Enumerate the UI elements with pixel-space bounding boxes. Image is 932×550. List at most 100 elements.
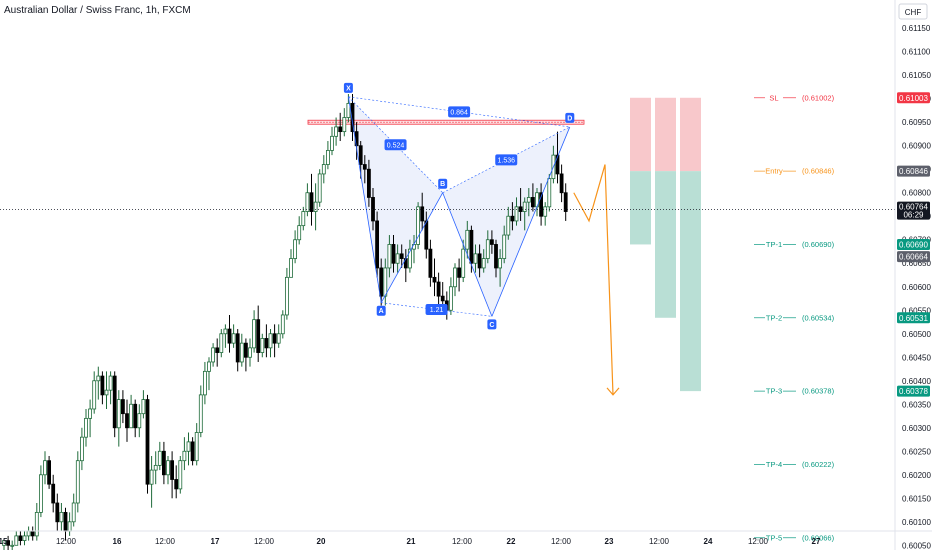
candle-body[interactable] xyxy=(416,206,421,245)
candle-body[interactable] xyxy=(170,460,175,480)
level-tp-1[interactable]: TP-1 (0.60690) xyxy=(754,240,835,249)
candle-body[interactable] xyxy=(465,229,470,250)
candle-body[interactable] xyxy=(264,338,269,349)
level-tp-3[interactable]: TP-3 (0.60378) xyxy=(754,387,835,396)
candle-body[interactable] xyxy=(223,328,228,335)
candle-body[interactable] xyxy=(453,267,457,288)
candle-body[interactable] xyxy=(129,403,134,429)
candle-body[interactable] xyxy=(510,215,515,222)
candle-body[interactable] xyxy=(260,338,265,353)
pattern-point-badge[interactable] xyxy=(565,112,575,123)
candle-body[interactable] xyxy=(457,267,462,278)
candle-body[interactable] xyxy=(84,417,88,438)
candle-body[interactable] xyxy=(485,239,490,259)
candle-body[interactable] xyxy=(391,244,396,264)
level-tp-4[interactable]: TP-4 (0.60222) xyxy=(754,460,835,469)
candle-body[interactable] xyxy=(202,370,207,396)
level-tp-5[interactable]: TP-5 (0.60066) xyxy=(754,533,835,542)
candle-body[interactable] xyxy=(547,178,552,208)
candle-body[interactable] xyxy=(96,375,101,382)
candle-body[interactable] xyxy=(145,399,150,485)
candle-body[interactable] xyxy=(63,511,68,532)
level-sl[interactable]: SL (0.61002) xyxy=(754,93,835,102)
candle-body[interactable] xyxy=(317,173,322,203)
candle-body[interactable] xyxy=(51,483,56,504)
candle-body[interactable] xyxy=(239,342,244,363)
currency-box[interactable]: CHF xyxy=(898,3,928,20)
candle-body[interactable] xyxy=(362,164,367,170)
candle-body[interactable] xyxy=(395,253,400,264)
candle-body[interactable] xyxy=(293,239,298,259)
candle-body[interactable] xyxy=(407,248,412,269)
pattern-point-badge[interactable] xyxy=(487,319,497,330)
candle-body[interactable] xyxy=(338,126,343,133)
candle-body[interactable] xyxy=(428,248,433,278)
candle-body[interactable] xyxy=(334,126,339,137)
pattern-point-badge[interactable] xyxy=(343,82,353,93)
pattern-point-badge[interactable] xyxy=(438,178,448,189)
candle-body[interactable] xyxy=(477,253,482,269)
candle-body[interactable] xyxy=(276,333,281,344)
candle-body[interactable] xyxy=(80,436,84,462)
candle-body[interactable] xyxy=(75,460,80,504)
candle-body[interactable] xyxy=(342,117,347,133)
candle-body[interactable] xyxy=(59,511,64,523)
candle-body[interactable] xyxy=(481,258,486,269)
candle-body[interactable] xyxy=(194,432,199,462)
candle-body[interactable] xyxy=(116,399,121,429)
candle-body[interactable] xyxy=(18,535,23,541)
candle-body[interactable] xyxy=(256,319,261,353)
candle-body[interactable] xyxy=(272,333,277,344)
candle-body[interactable] xyxy=(153,464,158,471)
candle-body[interactable] xyxy=(346,103,351,118)
candle-body[interactable] xyxy=(440,295,445,302)
candle-body[interactable] xyxy=(502,234,507,259)
candle-body[interactable] xyxy=(473,253,478,264)
candle-body[interactable] xyxy=(432,276,437,283)
candle-body[interactable] xyxy=(358,145,363,165)
candle-body[interactable] xyxy=(39,474,43,513)
candle-body[interactable] xyxy=(436,281,441,297)
candle-body[interactable] xyxy=(305,192,310,212)
candle-body[interactable] xyxy=(30,530,35,537)
candle-body[interactable] xyxy=(498,258,503,269)
candle-body[interactable] xyxy=(539,192,543,217)
candle-body[interactable] xyxy=(10,544,15,547)
candle-body[interactable] xyxy=(34,511,39,537)
candle-body[interactable] xyxy=(198,394,203,433)
candle-body[interactable] xyxy=(149,469,154,485)
candle-body[interactable] xyxy=(227,328,232,344)
candle-body[interactable] xyxy=(47,460,51,485)
level-tp-2[interactable]: TP-2 (0.60534) xyxy=(754,313,835,322)
candle-body[interactable] xyxy=(379,267,384,297)
candle-body[interactable] xyxy=(26,530,31,537)
candle-body[interactable] xyxy=(174,479,179,490)
candle-body[interactable] xyxy=(71,502,76,523)
candle-body[interactable] xyxy=(215,347,220,353)
candle-body[interactable] xyxy=(375,220,380,269)
candle-body[interactable] xyxy=(6,540,10,546)
candle-body[interactable] xyxy=(186,441,191,452)
candle-body[interactable] xyxy=(522,201,527,212)
candle-body[interactable] xyxy=(555,154,560,175)
candle-body[interactable] xyxy=(141,399,146,415)
candle-body[interactable] xyxy=(125,413,129,429)
candle-body[interactable] xyxy=(166,460,170,476)
candle-body[interactable] xyxy=(268,333,273,349)
candle-body[interactable] xyxy=(366,168,371,198)
candle-body[interactable] xyxy=(137,413,142,429)
candle-body[interactable] xyxy=(243,342,248,358)
candle-body[interactable] xyxy=(448,286,453,311)
candle-body[interactable] xyxy=(280,314,285,335)
candle-body[interactable] xyxy=(2,540,6,546)
candle-body[interactable] xyxy=(235,333,240,363)
candle-body[interactable] xyxy=(383,267,388,297)
candle-body[interactable] xyxy=(248,347,252,358)
candle-body[interactable] xyxy=(121,399,125,415)
candle-body[interactable] xyxy=(43,460,47,476)
candle-body[interactable] xyxy=(301,211,306,227)
candle-body[interactable] xyxy=(104,389,109,396)
candle-body[interactable] xyxy=(321,164,326,175)
candle-body[interactable] xyxy=(399,253,404,259)
